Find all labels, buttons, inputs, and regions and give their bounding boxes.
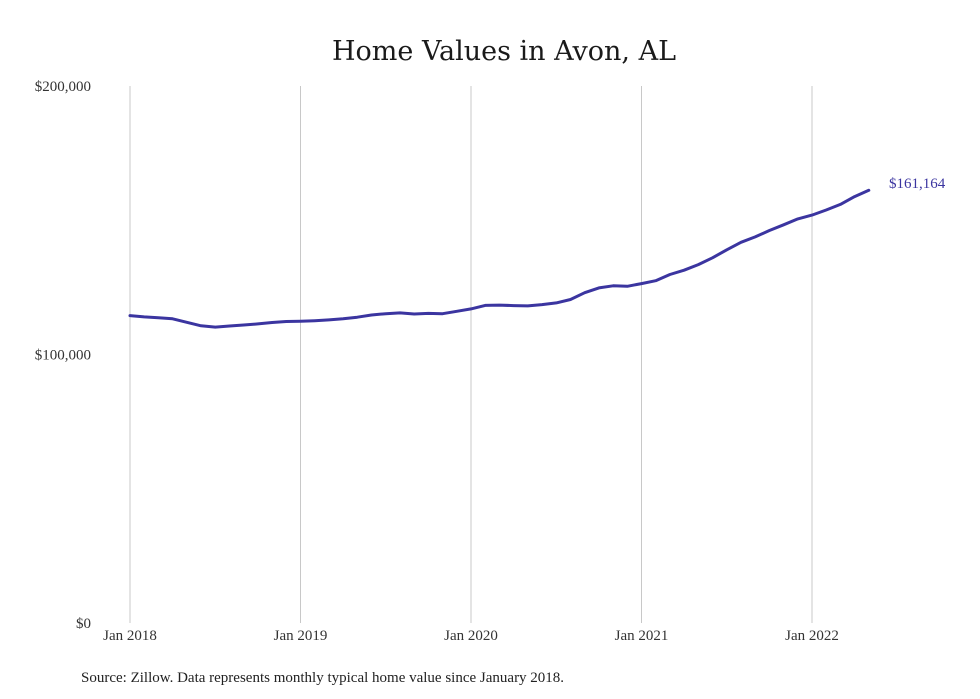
x-tick-label: Jan 2018 [103, 628, 157, 644]
gridlines [129, 86, 813, 623]
series-line [128, 188, 871, 329]
x-tick-label: Jan 2019 [274, 628, 328, 644]
chart-title: Home Values in Avon, AL [332, 36, 676, 67]
x-tick-label: Jan 2022 [785, 628, 839, 644]
y-axis-ticks: $0 $100,000 $200,000 [35, 79, 91, 632]
y-tick-label: $0 [76, 616, 91, 632]
x-tick-label: Jan 2020 [444, 628, 498, 644]
series-lines [128, 188, 871, 329]
x-axis-ticks: Jan 2018 Jan 2019 Jan 2020 Jan 2021 Jan 2022 [103, 628, 839, 644]
x-tick-label: Jan 2021 [615, 628, 669, 644]
y-tick-label: $100,000 [35, 348, 91, 364]
end-value-label: $161,164 [889, 176, 946, 192]
y-tick-label: $200,000 [35, 79, 91, 95]
source-note: Source: Zillow. Data represents monthly … [81, 670, 564, 686]
